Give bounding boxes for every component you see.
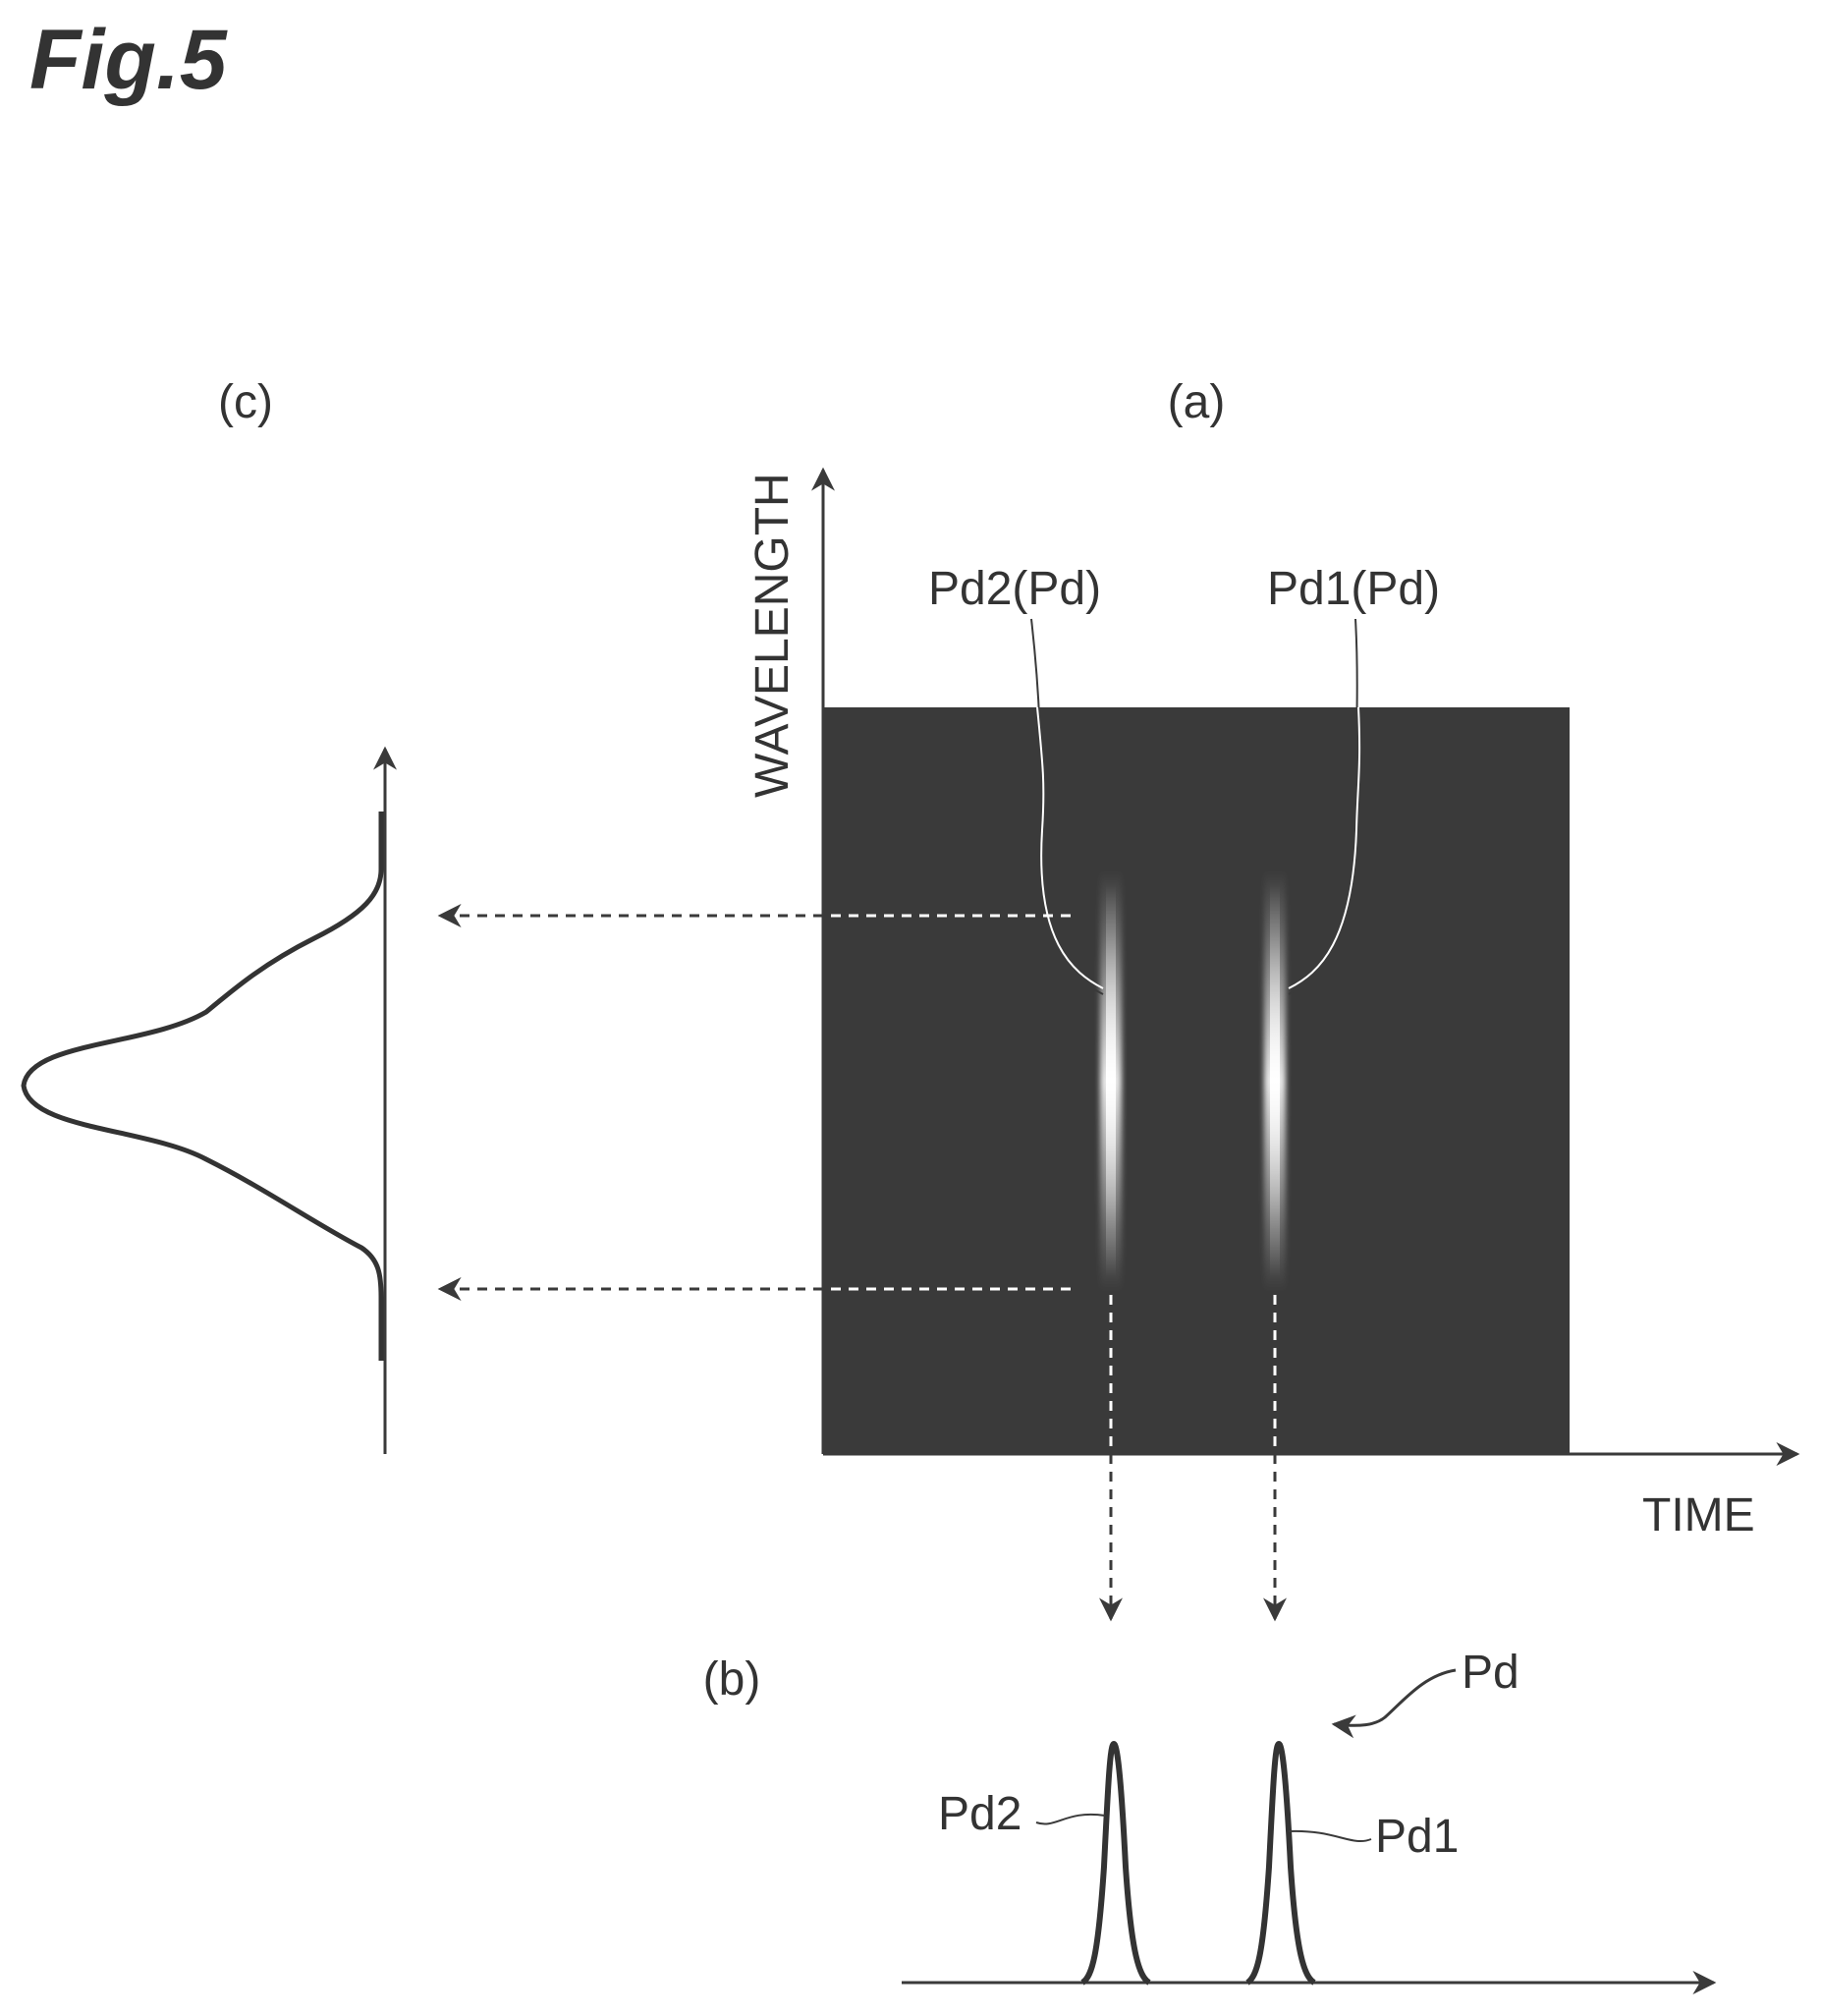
pulse-peak-pd1 — [1245, 1741, 1316, 1986]
leader-pd1-outer — [1288, 618, 1358, 995]
pulse-label-pd1: Pd1(Pd) — [1267, 563, 1440, 615]
streak-image-background — [823, 707, 1570, 1454]
leader-pd2-inner — [1036, 706, 1104, 989]
panel-a-label: (a) — [1168, 376, 1226, 428]
peak-leader-pd1 — [1288, 1829, 1372, 1843]
pulse-streak-pd1 — [1264, 869, 1286, 1292]
panel-a: WAVELENGTH TIME Pd2(Pd) Pd1(Pd) — [746, 467, 1800, 1541]
panel-b-label: (b) — [703, 1653, 761, 1706]
peak-label-pd1: Pd1 — [1375, 1811, 1459, 1863]
pulse-group-label: Pd — [1462, 1647, 1519, 1699]
panel-c-label: (c) — [218, 376, 273, 428]
spectrum-curve — [21, 812, 384, 1361]
leader-pd2-outer — [1030, 618, 1104, 995]
wavelength-axis-label: WAVELENGTH — [746, 473, 799, 798]
panel-c — [21, 746, 397, 1454]
time-axis-label: TIME — [1642, 1489, 1755, 1541]
pulse-group-arrow — [1331, 1668, 1457, 1739]
peak-leader-pd2 — [1035, 1813, 1106, 1825]
leader-pd1-inner — [1288, 706, 1361, 989]
peak-label-pd2: Pd2 — [938, 1788, 1021, 1840]
panel-b: Pd Pd2 Pd1 — [902, 1647, 1717, 1994]
pulse-peak-pd2 — [1080, 1741, 1151, 1986]
pulse-streak-pd2 — [1100, 869, 1122, 1292]
figure-title: Fig.5 — [29, 13, 228, 107]
pulse-label-pd2: Pd2(Pd) — [928, 563, 1101, 615]
